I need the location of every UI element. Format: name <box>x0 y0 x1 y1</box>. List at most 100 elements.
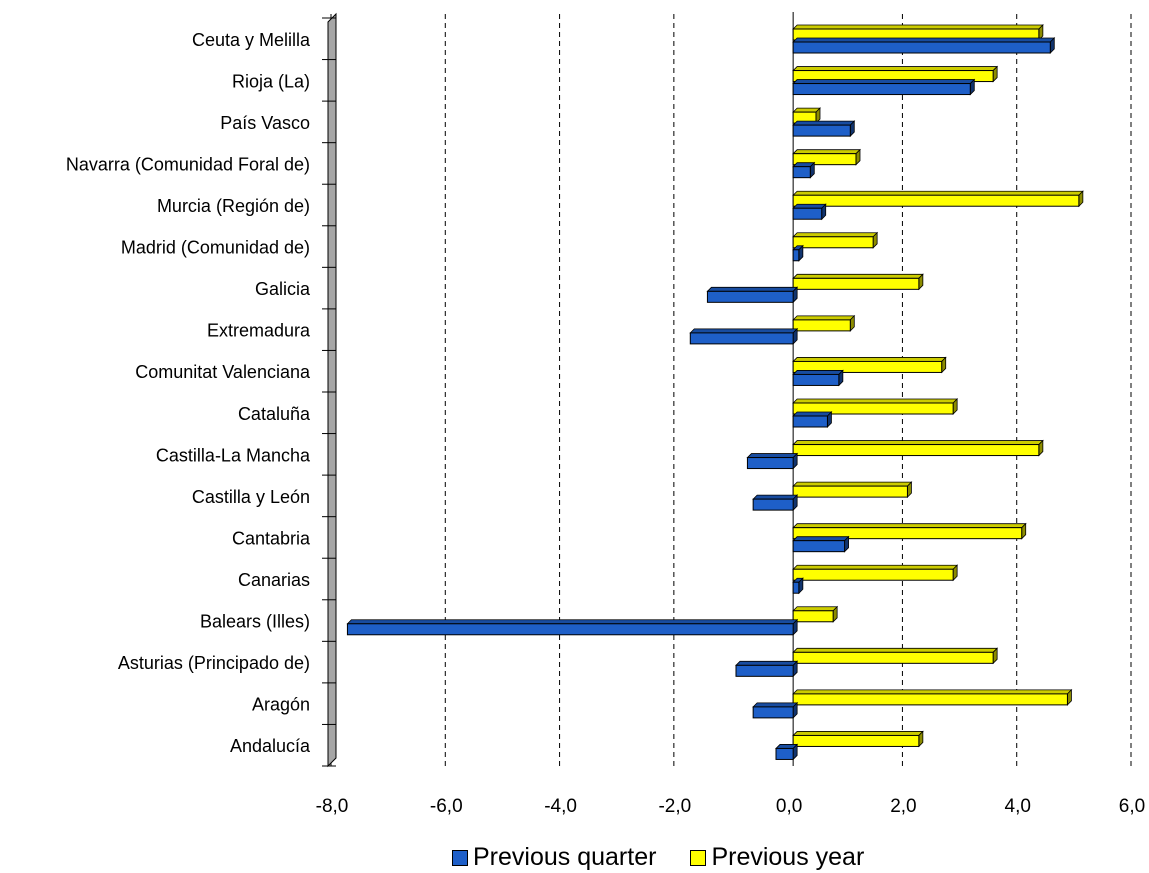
bar-previous-year-face <box>792 153 857 166</box>
bar-previous-quarter <box>746 452 799 470</box>
bar-previous-year <box>792 647 999 665</box>
bar-previous-quarter-top <box>792 536 850 542</box>
x-tick-label: -6,0 <box>430 796 463 817</box>
bar-previous-quarter <box>792 37 1056 54</box>
bar-previous-quarter-face <box>792 249 800 262</box>
bar-previous-quarter-face <box>792 415 828 428</box>
category-label: Aragón <box>252 695 310 715</box>
y-axis <box>322 12 337 768</box>
bar-previous-quarter-face <box>752 498 794 511</box>
bar-previous-year-face <box>792 319 851 332</box>
bar-previous-quarter <box>792 411 833 428</box>
bar-previous-year <box>792 605 839 623</box>
category-label: Asturias (Principado de) <box>118 653 310 673</box>
bar-previous-year-top <box>792 232 879 238</box>
bar-previous-quarter <box>735 660 799 678</box>
bar-previous-quarter-face <box>792 124 851 137</box>
category-label: Andalucía <box>230 736 311 756</box>
bar-previous-year-top <box>792 647 999 653</box>
bar-previous-year-face <box>792 236 874 249</box>
bar-previous-year-top <box>792 357 947 362</box>
bar-previous-year-top <box>792 564 959 570</box>
bar-previous-quarter <box>792 120 856 138</box>
bar-previous-quarter-face <box>746 457 794 470</box>
x-tick-label: 0,0 <box>776 796 802 817</box>
bar-previous-year <box>792 481 913 499</box>
legend-swatch-previous-quarter <box>452 849 468 866</box>
bar-previous-quarter-face <box>792 166 811 179</box>
bar-previous-year <box>792 522 1027 540</box>
bar-previous-year-face <box>792 568 954 581</box>
x-tick-label: -2,0 <box>658 796 691 817</box>
bar-previous-quarter-top <box>746 453 799 458</box>
category-label: Madrid (Comunidad de) <box>121 238 310 258</box>
bar-previous-year-face <box>792 444 1040 457</box>
bar-previous-year-top <box>792 440 1044 445</box>
bar-previous-year-top <box>792 107 821 113</box>
bar-previous-quarter <box>752 701 799 719</box>
legend-item-previous-year: Previous year <box>690 843 864 872</box>
category-label: Canarias <box>238 570 310 590</box>
category-label: Castilla y León <box>192 487 310 507</box>
bar-previous-quarter-top <box>735 660 799 666</box>
bar-previous-year-face <box>792 194 1080 207</box>
bar-previous-year-top <box>792 149 861 155</box>
bar-previous-quarter-top <box>792 203 827 209</box>
bar-previous-year-top <box>792 689 1073 695</box>
bar-previous-year-face <box>792 360 943 373</box>
legend-swatch-previous-year <box>690 849 707 866</box>
bar-previous-year <box>792 314 856 332</box>
bar-previous-year <box>792 688 1073 706</box>
category-label: Cataluña <box>238 404 311 424</box>
category-label: Cantabria <box>232 528 311 548</box>
bar-previous-quarter-top <box>792 79 976 84</box>
bar-chart: Ceuta y Melilla Rioja (La) País Vasco Navar… <box>66 12 1146 817</box>
bar-previous-year <box>792 231 879 249</box>
category-labels: Ceuta y Melilla Rioja (La) País Vasco Navar… <box>66 30 311 756</box>
bar-previous-quarter-top <box>346 619 799 625</box>
bar-previous-year-top <box>792 190 1084 196</box>
bar-previous-quarter <box>792 78 976 96</box>
bar-previous-quarter-face <box>792 83 971 96</box>
bar-previous-year-face <box>792 485 908 498</box>
bar-previous-year-face <box>792 651 994 664</box>
bar-previous-quarter-face <box>792 41 1051 54</box>
category-label: Balears (Illes) <box>200 612 310 632</box>
bar-previous-quarter-top <box>706 286 799 292</box>
bar-previous-quarter-face <box>792 540 846 553</box>
bar-previous-year-face <box>792 527 1023 540</box>
x-tick-label: 6,0 <box>1119 796 1145 817</box>
bar-previous-year-top <box>792 66 999 71</box>
bar-previous-quarter-face <box>792 207 823 220</box>
bar-previous-year-top <box>792 606 839 612</box>
bar-previous-quarter-top <box>752 702 799 708</box>
bar-previous-year <box>792 107 821 125</box>
bar-previous-quarter <box>346 618 799 636</box>
bar-previous-quarter <box>689 327 799 345</box>
bar-previous-quarter-face <box>689 332 794 345</box>
bar-previous-year <box>792 190 1084 208</box>
bar-previous-year-face <box>792 734 920 747</box>
bar-previous-year <box>792 439 1044 457</box>
bar-previous-year <box>792 356 947 374</box>
legend-label-previous-year: Previous year <box>711 843 865 871</box>
bar-previous-year-face <box>792 693 1068 706</box>
category-label: Murcia (Región de) <box>157 196 310 216</box>
bar-previous-year-face <box>792 402 954 415</box>
bar-previous-quarter <box>792 369 844 387</box>
axis-wall <box>327 12 337 768</box>
legend-label-previous-quarter: Previous quarter <box>473 843 657 871</box>
bar-previous-year-top <box>792 481 913 487</box>
bar-previous-quarter-face <box>792 581 800 594</box>
x-tick-label: 4,0 <box>1005 796 1031 817</box>
bar-previous-quarter <box>775 743 799 761</box>
bar-previous-year-top <box>792 273 924 279</box>
category-label: Galicia <box>255 279 311 299</box>
bar-previous-year-top <box>792 315 856 321</box>
bar-previous-quarter-face <box>346 623 794 636</box>
x-tick-labels: -8,0 -6,0 -4,0 -2,0 0,0 2,0 4,0 6,0 <box>316 796 1146 817</box>
category-label: Rioja (La) <box>232 71 310 91</box>
bar-previous-year <box>792 730 924 748</box>
category-label: País Vasco <box>220 113 310 133</box>
grid-lines <box>330 12 1132 766</box>
